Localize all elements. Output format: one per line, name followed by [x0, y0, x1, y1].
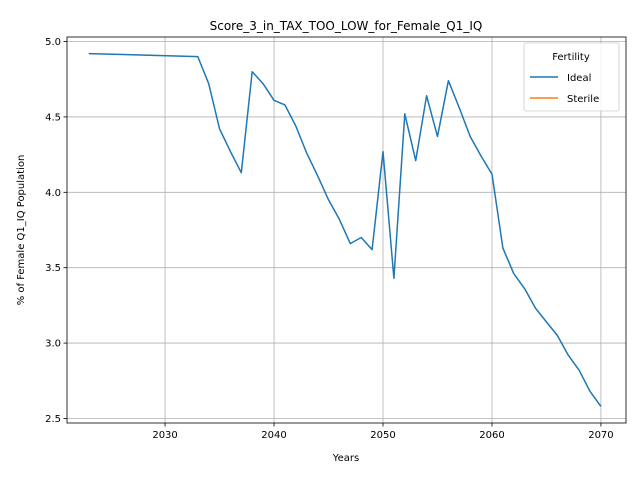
x-tick-label: 2070 — [588, 430, 613, 441]
plot-frame — [66, 36, 627, 424]
x-tick-label: 2060 — [479, 430, 504, 441]
chart-title: Score_3_in_TAX_TOO_LOW_for_Female_Q1_IQ — [210, 19, 483, 33]
y-tick-label: 2.5 — [45, 414, 61, 425]
series-line-ideal — [88, 52, 602, 407]
y-tick-label: 4.5 — [45, 112, 61, 123]
legend-title: Fertility — [552, 52, 590, 63]
y-axis-ticks: 2.5 3.0 3.5 4.0 4.5 5.0 — [45, 37, 67, 425]
x-axis-title: Years — [332, 453, 359, 464]
legend: Fertility Ideal Sterile — [523, 42, 620, 112]
y-axis-title: % of Female Q1_IQ Population — [16, 155, 27, 306]
legend-label-ideal: Ideal — [567, 73, 591, 84]
y-tick-label: 4.0 — [45, 188, 61, 199]
y-tick-label: 5.0 — [45, 37, 61, 48]
x-tick-label: 2050 — [370, 430, 395, 441]
legend-box — [523, 42, 620, 112]
x-tick-label: 2040 — [261, 430, 286, 441]
y-tick-label: 3.5 — [45, 263, 61, 274]
legend-label-sterile: Sterile — [567, 94, 599, 105]
series-lines — [88, 52, 602, 407]
x-axis-ticks: 2030 2040 2050 2060 2070 — [152, 423, 614, 441]
y-tick-label: 3.0 — [45, 339, 61, 350]
x-tick-label: 2030 — [152, 430, 177, 441]
grid-lines — [67, 37, 626, 423]
